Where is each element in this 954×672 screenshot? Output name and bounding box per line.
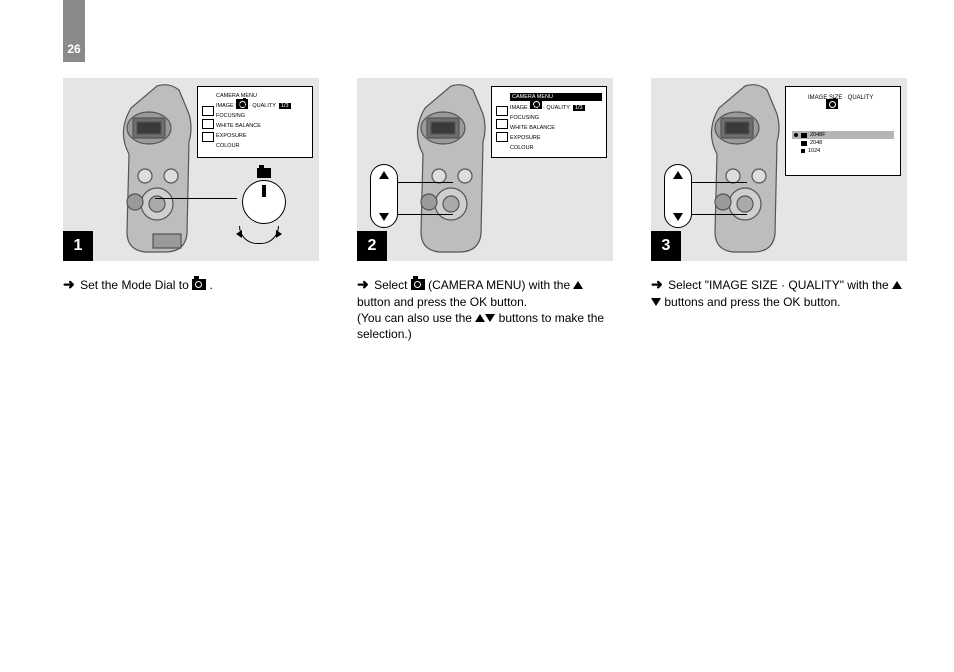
arrow-icon: ➜ bbox=[63, 276, 75, 292]
up-triangle-icon bbox=[475, 314, 485, 322]
screen-row: COLOUR bbox=[216, 143, 240, 149]
screen-row: FOCUSING bbox=[216, 113, 245, 119]
up-triangle-icon bbox=[892, 281, 902, 289]
menu-tab-icons bbox=[496, 93, 508, 142]
tab-icon-3 bbox=[202, 119, 214, 129]
screen-title: CAMERA MENU bbox=[510, 93, 602, 101]
leader-line bbox=[155, 198, 237, 199]
tab-icon-2 bbox=[202, 106, 214, 116]
leader-line bbox=[691, 182, 747, 183]
step-2-figure: CAMERA MENU IMAGE SIZE · QUALITY1/3 FOCU… bbox=[357, 78, 613, 261]
menu-tab-icons bbox=[202, 93, 214, 142]
tab-icon-4 bbox=[202, 132, 214, 142]
dpad-callout bbox=[363, 164, 405, 228]
step-3: IMAGE SIZE · QUALITY 2048F 2048 1024 3 ➜ bbox=[651, 78, 907, 342]
camera-tab-icon bbox=[826, 99, 838, 109]
screen-row: COLOUR bbox=[510, 145, 534, 151]
submenu-row: 2048F bbox=[792, 131, 894, 139]
tab-icon-2 bbox=[496, 106, 508, 116]
screen-title: IMAGE SIZE · QUALITY bbox=[808, 95, 873, 101]
leader-line bbox=[397, 182, 453, 183]
dpad-callout bbox=[657, 164, 699, 228]
tab-icon-4 bbox=[496, 132, 508, 142]
step-badge: 1 bbox=[63, 231, 93, 261]
step-badge: 2 bbox=[357, 231, 387, 261]
screen-row: EXPOSURE bbox=[216, 133, 247, 139]
step-1: CAMERA MENU IMAGE SIZE · QUALITY1/3 FOCU… bbox=[63, 78, 319, 342]
step-2: CAMERA MENU IMAGE SIZE · QUALITY1/3 FOCU… bbox=[357, 78, 613, 342]
camera-icon bbox=[411, 279, 425, 290]
step-2-instruction: ➜ Select (CAMERA MENU) with the button a… bbox=[357, 275, 613, 342]
mode-dial-callout bbox=[237, 180, 291, 240]
page-number-tab: 26 bbox=[63, 0, 85, 62]
submenu-row: 2048 bbox=[792, 139, 894, 147]
camera-mode-icon bbox=[257, 168, 271, 178]
screen-row: IMAGE SIZE · QUALITY1/3 bbox=[216, 103, 291, 109]
screen-row: EXPOSURE bbox=[510, 135, 541, 141]
lcd-screen-overlay: CAMERA MENU IMAGE SIZE · QUALITY1/3 FOCU… bbox=[491, 86, 607, 158]
screen-title: CAMERA MENU bbox=[216, 93, 257, 99]
lcd-screen-overlay: IMAGE SIZE · QUALITY 2048F 2048 1024 bbox=[785, 86, 901, 176]
down-triangle-icon bbox=[651, 298, 661, 306]
leader-line bbox=[397, 214, 453, 215]
screen-row: WHITE BALANCE bbox=[216, 123, 261, 129]
up-triangle-icon bbox=[573, 281, 583, 289]
step-3-figure: IMAGE SIZE · QUALITY 2048F 2048 1024 3 bbox=[651, 78, 907, 261]
step-1-figure: CAMERA MENU IMAGE SIZE · QUALITY1/3 FOCU… bbox=[63, 78, 319, 261]
screen-row: FOCUSING bbox=[510, 115, 539, 121]
step-badge: 3 bbox=[651, 231, 681, 261]
arrow-icon: ➜ bbox=[357, 276, 369, 292]
screen-row: IMAGE SIZE · QUALITY1/3 bbox=[510, 105, 585, 111]
submenu: 2048F 2048 1024 bbox=[792, 131, 894, 155]
camera-icon bbox=[192, 279, 206, 290]
arrow-icon: ➜ bbox=[651, 276, 663, 292]
instruction-columns: CAMERA MENU IMAGE SIZE · QUALITY1/3 FOCU… bbox=[63, 78, 907, 342]
step-1-instruction: ➜ Set the Mode Dial to . bbox=[63, 275, 319, 294]
submenu-row: 1024 bbox=[792, 147, 894, 155]
tab-icon-3 bbox=[496, 119, 508, 129]
down-triangle-icon bbox=[485, 314, 495, 322]
leader-line bbox=[691, 214, 747, 215]
screen-row: WHITE BALANCE bbox=[510, 125, 555, 131]
step-3-instruction: ➜ Select "IMAGE SIZE · QUALITY" with the… bbox=[651, 275, 907, 310]
lcd-screen-overlay: CAMERA MENU IMAGE SIZE · QUALITY1/3 FOCU… bbox=[197, 86, 313, 158]
